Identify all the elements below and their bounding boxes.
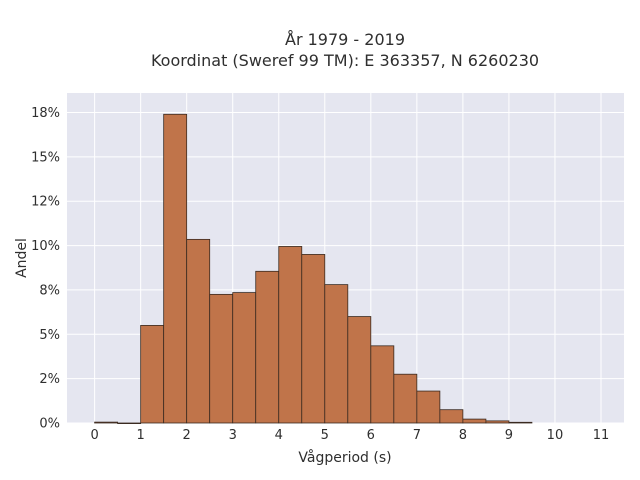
y-tick-label: 10% [31,239,60,254]
y-tick-label: 12% [31,195,60,210]
histogram-bar [255,270,280,424]
x-tick-label: 0 [90,428,98,443]
chart-title-line1: År 1979 - 2019 [285,30,405,49]
histogram-bar [209,293,234,424]
x-tick-label: 8 [459,428,467,443]
y-tick-label: 5% [39,328,60,343]
histogram-bar [393,373,418,424]
x-tick-label: 9 [505,428,513,443]
histogram-bar [347,316,372,424]
bars [94,113,533,425]
histogram-bar [462,418,487,424]
y-axis-ticks: 0% 2% 5% 8% 10% 12% 15% 18% [31,106,60,431]
y-tick-label: 15% [31,150,60,165]
x-tick-label: 5 [321,428,329,443]
histogram-bar [140,325,165,424]
histogram-bar [186,238,211,424]
histogram-bar [117,422,142,425]
y-tick-label: 2% [39,372,60,387]
histogram-bar [370,345,395,424]
histogram-bar [416,390,441,424]
y-tick-label: 8% [39,283,60,298]
x-axis-label: Vågperiod (s) [298,449,391,466]
histogram-bar [439,409,464,424]
y-axis-label: Andel [14,238,30,278]
x-axis-ticks: 0 1 2 3 4 5 6 7 8 9 10 11 [90,428,609,443]
x-tick-label: 1 [137,428,145,443]
histogram-bar [485,420,510,424]
histogram-bar [324,284,349,424]
histogram-bar [301,254,326,424]
x-tick-label: 3 [229,428,237,443]
x-tick-label: 11 [593,428,610,443]
x-tick-label: 2 [183,428,191,443]
x-tick-label: 7 [413,428,421,443]
histogram-bar [94,421,119,424]
chart-title-line2: Koordinat (Sweref 99 TM): E 363357, N 62… [151,51,539,70]
x-tick-label: 10 [547,428,564,443]
histogram-bar [278,246,303,424]
y-tick-label: 18% [31,106,60,121]
histogram-bar [232,292,257,424]
x-tick-label: 6 [367,428,375,443]
histogram-bar [508,421,533,424]
x-tick-label: 4 [275,428,283,443]
y-tick-label: 0% [39,417,60,432]
histogram-bar [163,113,188,424]
